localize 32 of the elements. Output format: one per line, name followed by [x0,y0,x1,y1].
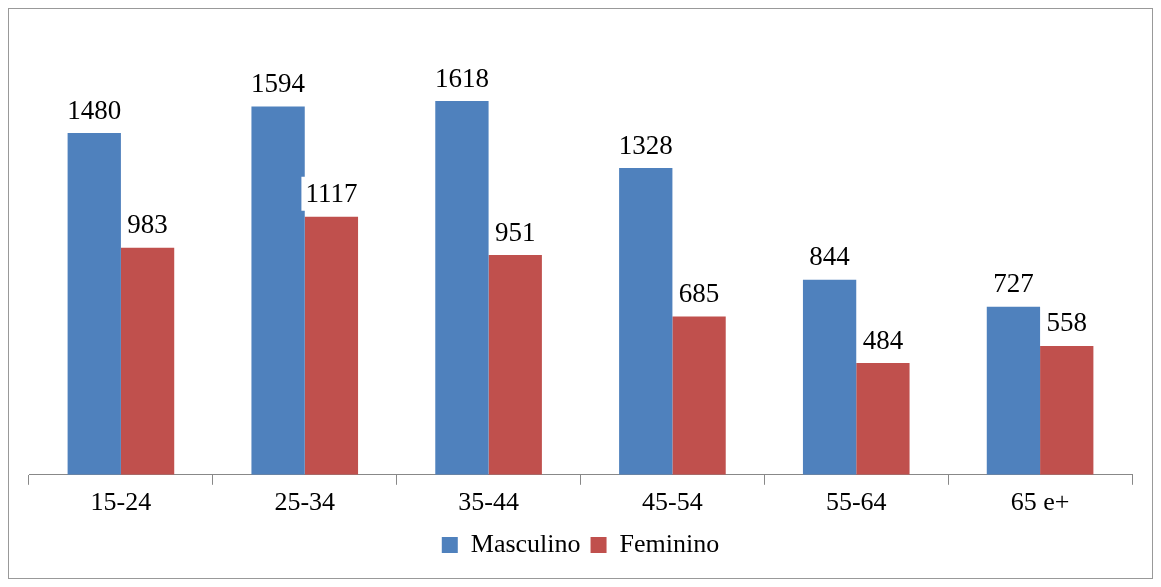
bar [986,306,1041,475]
data-label: 983 [127,209,168,240]
data-label: 558 [1046,307,1087,338]
data-label: 685 [678,278,720,309]
data-label: 1480 [67,94,122,125]
bar [488,255,542,475]
bar [1040,345,1094,475]
x-tick-label: 15-24 [90,487,152,517]
bar [802,279,857,475]
bar [304,216,359,475]
data-label: 1618 [434,62,489,93]
data-label: 1594 [251,68,306,99]
bar [856,363,910,475]
data-label: 727 [993,268,1034,299]
bar [67,132,121,475]
bar [672,316,726,475]
bar [619,168,673,475]
data-label: 844 [809,241,851,272]
data-label: 484 [862,324,904,355]
data-label: 1328 [618,129,673,160]
x-tick-label: 35-44 [458,487,519,517]
x-tick-label: 25-34 [274,487,336,517]
legend-label: Feminino [619,528,720,558]
x-tick-label: 45-54 [642,487,703,517]
x-tick-label: 65 e+ [1010,487,1070,517]
legend-label: Masculino [470,528,581,558]
data-label: 1117 [305,178,358,209]
data-label: 951 [494,216,536,247]
x-tick-label: 55-64 [825,487,887,517]
bar [435,101,489,475]
bar [251,106,305,475]
bar [120,247,175,475]
